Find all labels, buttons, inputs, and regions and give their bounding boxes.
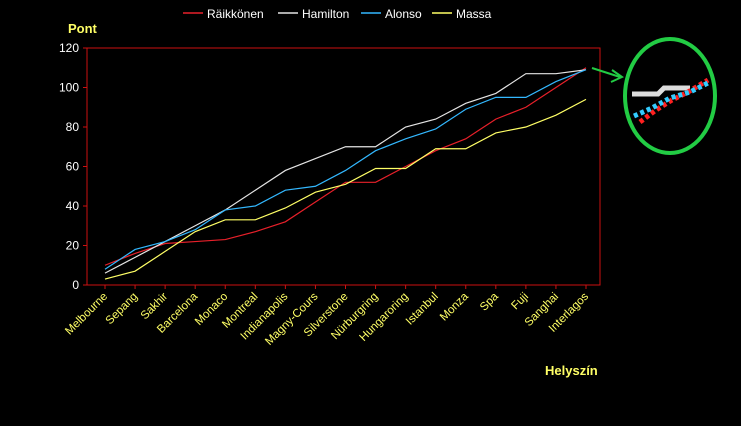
- y-axis-ticks: 0 20 40 60 80 100 120: [59, 41, 87, 292]
- legend-label: Hamilton: [302, 7, 349, 21]
- x-axis-title: Helyszín: [545, 363, 598, 378]
- zoom-pointer-line: [591, 67, 621, 78]
- legend: Räikkönen Hamilton Alonso Massa: [183, 7, 492, 21]
- y-tick-label: 0: [72, 278, 79, 292]
- y-tick-label: 120: [59, 41, 79, 55]
- x-tick-label: Spa: [478, 290, 501, 313]
- legend-label: Räikkönen: [207, 7, 264, 21]
- legend-label: Alonso: [385, 7, 422, 21]
- x-tick-label: Melbourne: [63, 291, 110, 338]
- series-line-massa: [104, 98, 587, 280]
- y-tick-label: 60: [66, 160, 80, 174]
- series-lines: [104, 67, 587, 280]
- zoom-pointer-arrowhead: [610, 69, 625, 83]
- x-tick-label: Monza: [438, 290, 471, 323]
- zoom-ring: [623, 37, 717, 155]
- legend-label: Massa: [456, 7, 492, 21]
- x-axis-ticks: MelbourneSepangSakhirBarcelonaMonacoMont…: [63, 285, 591, 348]
- y-tick-label: 20: [66, 239, 80, 253]
- x-tick-label: Magny-Cours: [263, 290, 320, 347]
- zoom-inset: [591, 37, 717, 155]
- series-line-alonso: [104, 69, 587, 270]
- zoom-raikkonen-line: [638, 77, 710, 124]
- x-tick-label: Sepang: [104, 291, 141, 328]
- y-tick-label: 100: [59, 81, 79, 95]
- y-axis-title: Pont: [68, 21, 98, 36]
- y-tick-label: 40: [66, 199, 80, 213]
- series-line-rikknen: [104, 67, 587, 266]
- plot-frame: [86, 47, 601, 286]
- x-tick-label: Fuji: [509, 291, 531, 313]
- zoom-hamilton-line: [632, 85, 690, 97]
- series-line-hamilton: [104, 69, 587, 274]
- y-tick-label: 80: [66, 120, 80, 134]
- x-tick-label: Istanbul: [404, 291, 441, 328]
